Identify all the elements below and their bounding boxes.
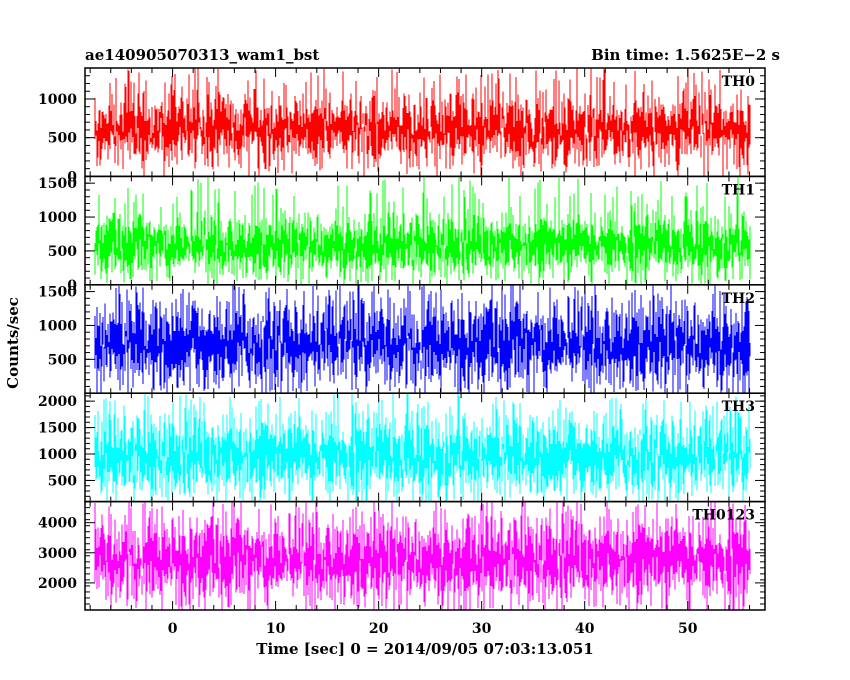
x-tick-label: 50	[678, 621, 698, 637]
panel-th0: 0 500 1000 TH0	[38, 67, 766, 185]
series-th2	[94, 284, 751, 394]
y-tick-label: 2000	[38, 394, 77, 410]
panels-group: 0 500 1000 TH0 0 500 1000 1500 TH1 500 1000 1500 TH2…	[38, 67, 766, 611]
x-tick-label: 20	[369, 621, 389, 637]
y-tick-label: 2000	[38, 576, 77, 592]
panel-label-th0123: TH0123	[692, 508, 755, 524]
y-tick-label: 500	[48, 244, 77, 260]
y-axis-label: Counts/sec	[4, 297, 22, 389]
panel-label-th0: TH0	[722, 74, 756, 90]
panel-label-th3: TH3	[722, 399, 755, 415]
panel-th3: 500 1000 1500 2000 TH3	[38, 392, 766, 503]
y-tick-label: 500	[48, 473, 77, 489]
series-th3	[94, 393, 751, 502]
x-tick-label: 10	[266, 621, 286, 637]
y-tick-label: 1500	[38, 176, 77, 192]
x-tick-label: 40	[575, 621, 595, 637]
chart-title-left: ae140905070313_wam1_bst	[85, 46, 319, 64]
x-axis: 0 10 20 30 40 50	[89, 68, 751, 637]
panel-th1: 0 500 1000 1500 TH1	[38, 175, 766, 294]
y-tick-label: 1500	[38, 285, 77, 301]
y-tick-label: 1000	[38, 210, 77, 226]
y-tick-label: 1000	[38, 318, 77, 334]
y-tick-label: 1500	[38, 421, 77, 437]
panel-label-th1: TH1	[722, 182, 755, 198]
y-tick-label: 0	[67, 278, 77, 294]
series-th0123	[94, 501, 751, 610]
y-tick-label: 1000	[38, 447, 77, 463]
panel-th2: 500 1000 1500 TH2	[38, 284, 766, 394]
y-tick-label: 0	[67, 169, 77, 185]
y-tick-label: 3000	[38, 546, 77, 562]
panel-label-th2: TH2	[722, 291, 755, 307]
x-axis-label: Time [sec] 0 = 2014/09/05 07:03:13.051	[256, 640, 593, 658]
x-tick-label: 30	[472, 621, 492, 637]
chart-title-right: Bin time: 1.5625E−2 s	[591, 46, 780, 64]
y-tick-label: 4000	[38, 516, 77, 532]
y-tick-label: 1000	[38, 92, 77, 108]
x-tick-label: 0	[168, 621, 178, 637]
y-tick-label: 500	[48, 352, 77, 368]
panel-th0123: 2000 3000 4000 TH0123	[38, 500, 766, 611]
series-th0	[94, 68, 751, 177]
y-tick-label: 500	[48, 131, 77, 147]
series-th1	[94, 176, 751, 285]
